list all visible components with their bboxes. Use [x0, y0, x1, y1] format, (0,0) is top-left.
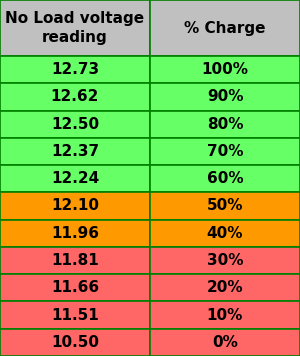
Text: 90%: 90% — [207, 89, 243, 104]
Bar — [150, 111, 300, 138]
Bar — [0, 302, 150, 329]
Text: 10.50: 10.50 — [51, 335, 99, 350]
Bar — [150, 138, 300, 165]
Bar — [0, 56, 150, 83]
Text: 12.10: 12.10 — [51, 199, 99, 214]
Text: 20%: 20% — [207, 280, 243, 295]
Text: 11.51: 11.51 — [51, 308, 99, 323]
Bar — [0, 220, 150, 247]
Text: 60%: 60% — [207, 171, 243, 186]
Text: 12.37: 12.37 — [51, 144, 99, 159]
Bar — [150, 192, 300, 220]
Bar — [150, 274, 300, 302]
Bar — [0, 329, 150, 356]
Text: 10%: 10% — [207, 308, 243, 323]
Text: 11.81: 11.81 — [51, 253, 99, 268]
Bar — [150, 165, 300, 192]
Bar — [150, 220, 300, 247]
Bar — [150, 0, 300, 56]
Bar — [150, 83, 300, 111]
Bar — [150, 329, 300, 356]
Text: 11.66: 11.66 — [51, 280, 99, 295]
Bar — [0, 0, 150, 56]
Text: 12.62: 12.62 — [51, 89, 99, 104]
Bar — [150, 302, 300, 329]
Bar — [0, 138, 150, 165]
Bar — [0, 192, 150, 220]
Text: 80%: 80% — [207, 117, 243, 132]
Text: 12.24: 12.24 — [51, 171, 99, 186]
Text: 12.73: 12.73 — [51, 62, 99, 77]
Text: No Load voltage
reading: No Load voltage reading — [5, 11, 145, 45]
Bar — [0, 274, 150, 302]
Text: 40%: 40% — [207, 226, 243, 241]
Bar — [0, 83, 150, 111]
Text: 30%: 30% — [207, 253, 243, 268]
Bar — [0, 165, 150, 192]
Text: 11.96: 11.96 — [51, 226, 99, 241]
Bar — [150, 247, 300, 274]
Text: 0%: 0% — [212, 335, 238, 350]
Text: 70%: 70% — [207, 144, 243, 159]
Text: 12.50: 12.50 — [51, 117, 99, 132]
Bar — [0, 247, 150, 274]
Bar — [150, 56, 300, 83]
Text: % Charge: % Charge — [184, 21, 266, 36]
Text: 100%: 100% — [202, 62, 248, 77]
Bar — [0, 111, 150, 138]
Text: 50%: 50% — [207, 199, 243, 214]
